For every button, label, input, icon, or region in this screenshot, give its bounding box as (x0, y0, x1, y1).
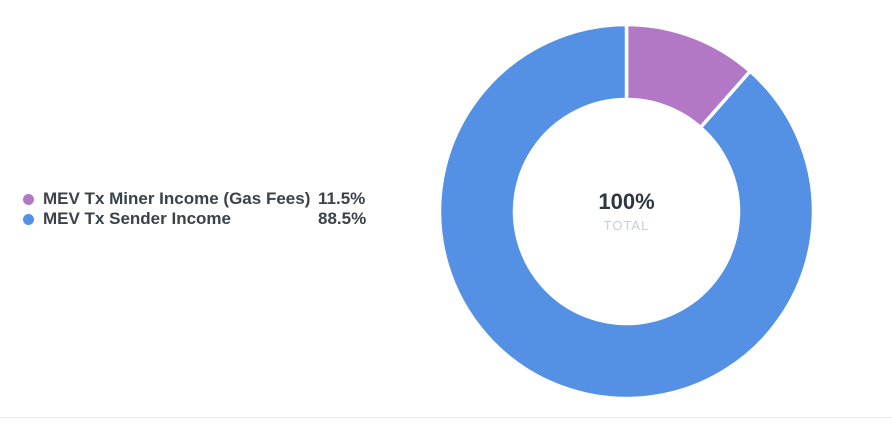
legend-value: 11.5% (318, 189, 366, 208)
legend-item-sender-income[interactable]: MEV Tx Sender Income 88.5% (23, 209, 366, 229)
legend-dot-icon (23, 193, 34, 205)
donut-slice-1[interactable] (437, 22, 816, 401)
donut-chart (437, 22, 816, 401)
legend-item-miner-income[interactable]: MEV Tx Miner Income (Gas Fees) 11.5% (23, 189, 366, 209)
bottom-divider (0, 417, 892, 418)
legend-dot-icon (23, 213, 34, 225)
chart-legend: MEV Tx Miner Income (Gas Fees) 11.5% MEV… (23, 189, 366, 229)
legend-label: MEV Tx Miner Income (Gas Fees) (43, 189, 311, 208)
legend-value: 88.5% (318, 209, 367, 228)
legend-label: MEV Tx Sender Income (43, 209, 231, 228)
